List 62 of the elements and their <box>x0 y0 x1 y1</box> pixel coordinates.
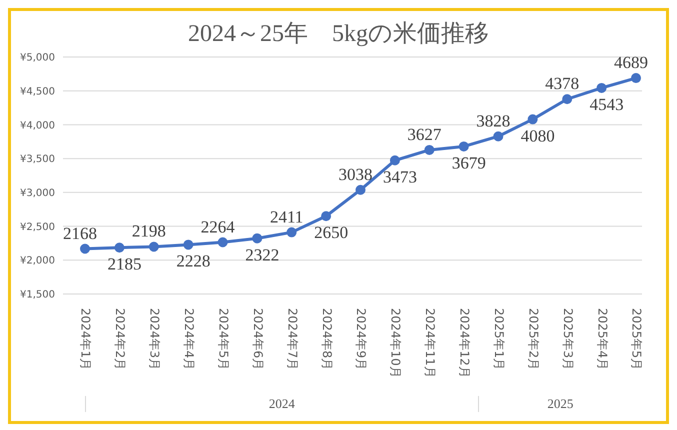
x-tick-label: 2025年1月 <box>492 308 506 370</box>
data-label: 2185 <box>107 254 142 274</box>
point <box>390 155 400 166</box>
data-label: 2322 <box>245 245 280 264</box>
x-tick-label: 2024年2月 <box>113 308 128 370</box>
point <box>562 94 572 104</box>
x-tick-label: 2024年9月 <box>354 308 368 370</box>
x-tick-label: 2024年5月 <box>216 308 230 370</box>
data-label: 2264 <box>200 217 236 236</box>
x-tick-label: 2024年1月 <box>78 308 93 370</box>
data-label: 3038 <box>338 164 372 184</box>
y-tick-label: ¥3,000 <box>20 188 55 199</box>
x-tick-label: 2024年4月 <box>182 308 196 370</box>
x-tick-label: 2024年11月 <box>423 308 438 378</box>
point <box>286 227 297 238</box>
text: 2025 <box>478 396 642 412</box>
y-tick-label: ¥4,000 <box>20 120 55 132</box>
y-tick-label: ¥2,000 <box>20 256 55 267</box>
y-tick-label: ¥3,500 <box>20 154 55 166</box>
point <box>356 184 366 195</box>
point <box>114 242 124 253</box>
y-tick-label: ¥2,500 <box>20 222 55 233</box>
point <box>252 233 262 244</box>
x-tick-label: 2024年8月 <box>320 308 334 370</box>
data-label: 3473 <box>382 167 417 186</box>
point <box>493 131 504 142</box>
data-label: 4543 <box>590 94 624 114</box>
x-tick-label: 2025年4月 <box>595 308 610 370</box>
point <box>424 144 434 155</box>
data-label: 3828 <box>476 111 510 130</box>
data-label: 4378 <box>545 74 580 94</box>
data-label: 3679 <box>452 153 486 172</box>
y-tick-label: ¥5,000 <box>20 52 55 64</box>
data-label: 4689 <box>614 53 648 72</box>
x-tick-label: 2024年7月 <box>285 308 300 370</box>
data-label: 2228 <box>176 252 210 271</box>
x-tick-label: 2024年10月 <box>388 308 403 378</box>
x-tick-label: 2025年3月 <box>560 308 575 370</box>
data-label: 2168 <box>63 224 97 243</box>
x-tick-label: 2024年3月 <box>148 308 162 370</box>
x-tick-label: 2024年12月 <box>458 308 472 378</box>
point <box>80 244 90 254</box>
y-tick-label: ¥1,500 <box>20 290 55 301</box>
x-tick-label: 2025年5月 <box>630 308 644 370</box>
point <box>596 82 607 93</box>
point <box>321 211 332 222</box>
data-label: 2198 <box>132 222 166 241</box>
point <box>528 114 538 124</box>
chart-title: 2024～25年 5kgの米価推移 <box>187 20 490 49</box>
point <box>631 73 641 84</box>
point <box>148 242 159 252</box>
point <box>458 141 469 152</box>
point <box>183 240 194 250</box>
data-label: 2411 <box>270 207 304 226</box>
x-tick-label: 2025年2月 <box>526 308 540 370</box>
text: 2024 <box>85 396 478 412</box>
y-tick-label: ¥4,500 <box>20 86 55 98</box>
x-tick-label: 2024年6月 <box>250 308 265 370</box>
data-label: 2650 <box>314 223 348 242</box>
data-label: 3627 <box>407 124 442 144</box>
point <box>218 237 228 248</box>
data-label: 4080 <box>520 126 555 146</box>
